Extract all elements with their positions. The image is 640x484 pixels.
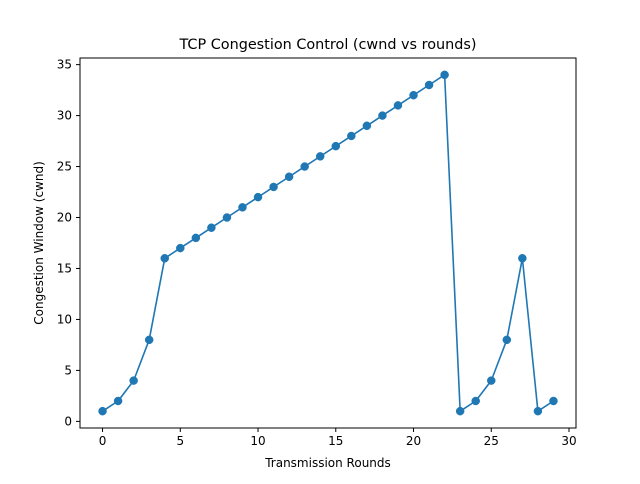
- data-point-2: [129, 376, 138, 385]
- x-tick-label-0: 0: [99, 434, 107, 448]
- data-point-21: [424, 80, 434, 90]
- data-point-7: [207, 223, 216, 232]
- data-point-9: [238, 203, 247, 212]
- y-tick-label-3: 15: [57, 261, 72, 275]
- x-tick-label-6: 30: [561, 434, 576, 448]
- data-point-3: [144, 335, 154, 345]
- y-tick-label-0: 0: [64, 414, 72, 428]
- data-point-22: [440, 70, 449, 80]
- series-group: [98, 70, 558, 416]
- data-point-14: [315, 152, 325, 161]
- data-point-1: [113, 396, 123, 406]
- data-point-29: [549, 396, 558, 406]
- data-point-26: [502, 335, 512, 345]
- data-point-13: [300, 162, 309, 171]
- data-point-11: [269, 182, 278, 192]
- x-tick-label-2: 10: [250, 434, 265, 448]
- chart-title: TCP Congestion Control (cwnd vs rounds): [178, 37, 476, 53]
- y-tick-label-2: 10: [57, 312, 72, 326]
- data-point-4: [160, 254, 169, 263]
- data-point-15: [331, 141, 341, 151]
- x-tick-label-5: 25: [484, 434, 499, 448]
- data-point-24: [471, 396, 480, 406]
- x-axis-label: Transmission Rounds: [264, 456, 391, 470]
- data-point-20: [409, 90, 418, 100]
- data-point-5: [176, 243, 185, 253]
- data-point-17: [362, 121, 372, 131]
- y-tick-label-6: 30: [57, 109, 72, 123]
- y-axis-label: Congestion Window (cwnd): [32, 161, 46, 325]
- x-tick-label-3: 15: [328, 434, 343, 448]
- x-axis-ticks: 0 5 10 15 20 25 30: [99, 428, 577, 448]
- y-tick-label-5: 25: [57, 160, 72, 174]
- data-point-6: [191, 233, 201, 243]
- data-point-19: [393, 101, 403, 110]
- y-tick-label-1: 5: [64, 363, 72, 377]
- x-tick-label-4: 20: [406, 434, 421, 448]
- data-point-8: [222, 213, 232, 222]
- data-point-16: [347, 131, 356, 141]
- data-point-0: [98, 406, 107, 416]
- data-point-25: [487, 376, 496, 385]
- plot-frame: [79, 57, 577, 429]
- x-tick-label-1: 5: [176, 434, 184, 448]
- data-point-12: [284, 172, 294, 181]
- y-tick-label-4: 20: [57, 211, 72, 225]
- axes: [79, 57, 577, 429]
- data-point-10: [253, 192, 263, 202]
- y-axis-ticks: 0 5 10 15 20 25 30 35: [57, 58, 80, 428]
- data-point-28: [533, 406, 543, 416]
- y-tick-label-7: 35: [57, 58, 72, 72]
- data-point-27: [518, 254, 527, 263]
- data-point-23: [455, 406, 465, 416]
- data-point-18: [378, 111, 387, 120]
